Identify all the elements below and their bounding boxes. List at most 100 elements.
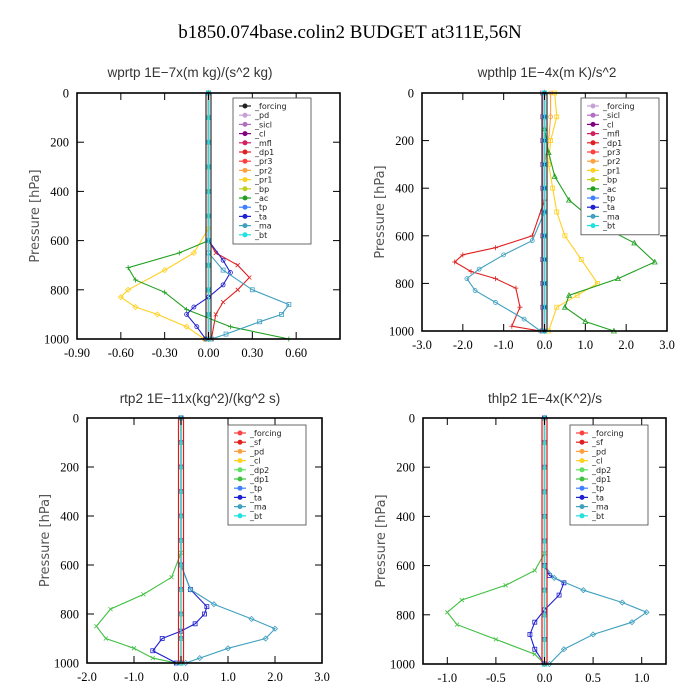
data-point [169, 574, 174, 580]
x-tick-label: -1.0 [494, 338, 514, 352]
data-point [548, 138, 554, 144]
legend-label: _ta [249, 493, 262, 502]
data-point [205, 212, 212, 220]
figure-title: b1850.074base.colin2 BUDGET at311E,56N [178, 22, 522, 43]
data-point [204, 604, 210, 610]
legend-marker [237, 513, 243, 519]
data-point [210, 601, 217, 608]
y-tick-label: 800 [50, 283, 69, 297]
data-point [532, 619, 538, 625]
x-tick-label: -1.0 [437, 671, 457, 685]
legend: _forcing_pd_sicl_cl_mfl_dp1_pr3_pr2_pr1_… [232, 97, 312, 245]
legend-label: _sf [591, 438, 603, 447]
legend-marker [590, 213, 596, 219]
legend-marker [237, 458, 243, 464]
data-point [464, 276, 470, 282]
panel-title: wpthlp 1E−4x(m K)/s^2 [477, 65, 617, 80]
y-tick-label: 1000 [44, 333, 69, 347]
data-point [262, 635, 269, 642]
legend-label: _tp [254, 203, 267, 212]
x-tick-label: 0.30 [241, 346, 263, 360]
legend-label: _bt [591, 512, 604, 521]
data-point [521, 316, 527, 322]
legend-label: _ac [254, 194, 268, 203]
data-point [501, 252, 507, 258]
panel-title: thlp2 1E−4x(K^2)/s [488, 391, 602, 406]
y-tick-label: 600 [50, 234, 69, 248]
legend-marker [237, 494, 243, 500]
data-point [177, 488, 185, 494]
data-point [235, 262, 241, 268]
legend-marker [579, 476, 585, 482]
data-point [205, 114, 212, 121]
data-point [154, 311, 161, 318]
data-point [628, 619, 636, 626]
data-point [177, 610, 185, 617]
x-tick-label: 1.0 [578, 338, 594, 352]
legend-label: _pd [591, 447, 606, 456]
data-point [468, 269, 474, 274]
data-point [177, 439, 185, 445]
y-tick-label: 0 [409, 412, 415, 426]
data-point [460, 252, 466, 258]
data-point [177, 635, 185, 641]
legend-marker [242, 223, 248, 229]
x-tick-label: -0.90 [64, 346, 90, 360]
legend-marker [579, 448, 585, 454]
legend-label: _pr2 [254, 166, 272, 175]
legend-marker [590, 186, 596, 192]
data-point [176, 250, 182, 256]
data-point [196, 655, 203, 662]
data-point [184, 311, 189, 317]
legend-marker [579, 513, 585, 519]
legend-label: _cl [591, 457, 603, 466]
data-point [565, 196, 573, 203]
data-point [541, 562, 548, 568]
x-tick-label: 0.0 [537, 338, 553, 352]
legend-label: _pr3 [602, 148, 620, 157]
data-point [454, 622, 460, 627]
panel-4: thlp2 1E−4x(K^2)/s Pressure [hPa] -1.0 -0.5… [374, 391, 667, 685]
data-point [141, 592, 146, 597]
y-tick-label: 600 [396, 559, 415, 573]
data-point [271, 625, 279, 632]
legend-label: _pr2 [602, 157, 620, 166]
series-line-pr1 [548, 92, 599, 332]
x-tick-label: 0.5 [585, 671, 601, 685]
legend-label: _forcing [249, 429, 282, 438]
legend-marker [590, 103, 596, 109]
legend-marker [579, 504, 585, 510]
data-point [177, 561, 185, 568]
x-tick-label: 3.0 [314, 670, 330, 684]
panel-title: wprtp 1E−7x(m kg)/(s^2 kg) [106, 65, 272, 80]
data-point [541, 463, 548, 470]
y-tick-label: 0 [73, 412, 79, 426]
legend-label: _ta [602, 203, 615, 212]
y-axis-label: Pressure [hPa] [374, 494, 389, 587]
data-point [117, 294, 124, 301]
data-point [631, 239, 638, 246]
data-point [541, 611, 548, 618]
data-point [161, 267, 168, 274]
legend-marker [237, 504, 243, 510]
data-point [562, 233, 568, 239]
data-point [513, 285, 519, 291]
legend-label: _pr1 [602, 166, 620, 175]
legend-marker [237, 476, 243, 482]
legend-label: _bp [254, 185, 269, 194]
legend-label: _forcing [602, 102, 635, 111]
data-point [220, 282, 226, 288]
data-point [548, 114, 554, 120]
data-point [224, 645, 232, 652]
data-point [551, 172, 558, 179]
legend-label: _dp1 [249, 475, 269, 484]
data-point [205, 335, 212, 343]
legend-marker [237, 485, 243, 491]
data-point [103, 636, 109, 641]
legend-label: _pd [249, 447, 264, 456]
data-point [582, 318, 589, 324]
legend-label: _dp1 [602, 139, 622, 148]
legend-label: _pd [254, 111, 269, 120]
series-line-dp1 [446, 418, 546, 665]
data-point [452, 259, 458, 265]
